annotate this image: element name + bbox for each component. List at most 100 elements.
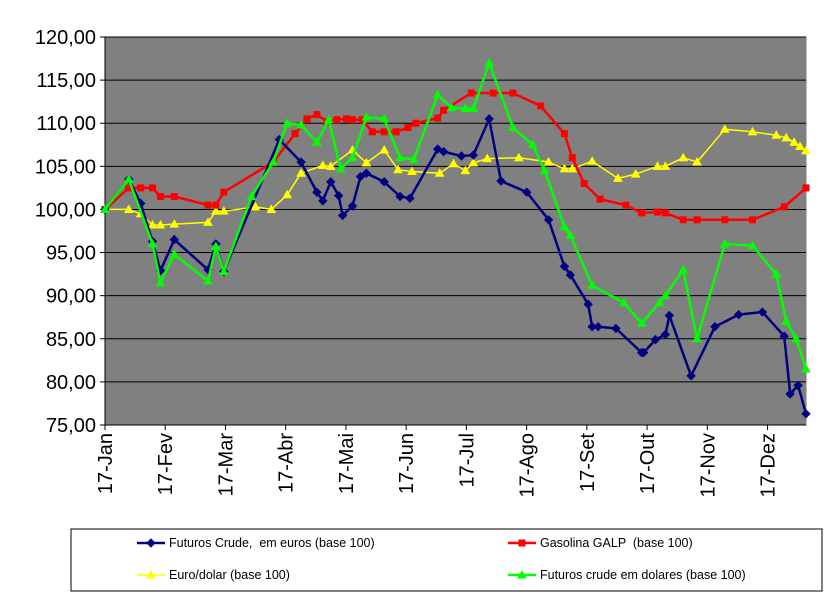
data-point [268,157,279,166]
data-point [780,203,788,211]
data-point [404,124,412,132]
data-point [368,128,376,136]
data-point [771,269,782,278]
y-tick-label: 95,00 [46,243,96,265]
data-point [747,240,758,250]
y-tick-label: 115,00 [36,70,96,92]
data-point [467,89,475,97]
data-point [169,249,180,258]
data-point [747,126,758,136]
data-point [679,216,687,224]
data-point [266,204,277,213]
data-point [335,163,346,173]
data-point [448,158,459,168]
data-point [147,219,158,229]
data-point [636,318,647,327]
data-point [489,89,497,97]
data-point [710,321,720,332]
data-point [468,150,479,160]
data-point [514,152,524,162]
data-point [318,196,328,206]
legend-label: Futuros crude em dolares (base 100) [540,568,746,582]
data-point [317,160,328,169]
data-point [438,146,449,157]
data-point [781,316,792,326]
data-point [496,176,506,186]
data-point [653,208,661,216]
data-point [333,116,341,124]
legend-item: Futuros Crude, em euros (base 100) [137,536,375,550]
data-point [347,152,358,162]
data-point [407,166,417,176]
data-point [543,157,554,166]
data-point [203,217,213,226]
legend-item: Euro/dolar (base 100) [137,568,290,582]
data-point [650,334,661,345]
data-point [757,307,768,317]
legend-swatch-marker [517,569,527,579]
data-point [692,157,702,166]
data-point [203,276,213,285]
x-tick-label: 17-Abr [276,433,298,493]
data-point [392,128,400,136]
data-point [781,132,792,142]
y-tick-label: 90,00 [46,286,96,308]
data-point [212,201,220,209]
x-tick-label: 17-Nov [697,433,719,497]
data-point [380,128,388,136]
x-tick-label: 17-Jan [95,433,117,494]
data-point [250,201,261,211]
data-point [721,216,729,224]
data-point [508,122,518,132]
series-layer [100,57,811,419]
data-point [587,156,597,165]
data-point [434,114,442,122]
data-point [771,130,782,139]
x-tick-label: 17-Set [577,433,599,492]
data-point [349,116,357,124]
data-point [361,112,372,121]
data-point [456,151,467,161]
data-point [409,154,419,163]
x-tick-label: 17-Out [637,433,659,495]
data-point [543,215,554,225]
data-point [565,270,576,280]
data-point [137,184,145,192]
data-point [652,161,663,170]
data-point [785,389,795,399]
data-point [147,238,158,248]
data-point [522,187,532,197]
x-tick-label: 17-Jul [456,433,478,487]
data-point [296,168,306,177]
data-point [313,111,321,119]
data-point [686,371,696,381]
data-point [296,157,306,167]
data-point [559,261,570,272]
data-point [611,323,621,334]
data-point [801,363,811,373]
data-point [468,157,479,167]
legend-box [70,528,823,592]
data-point [568,154,576,162]
data-point [791,333,801,343]
data-point [618,297,629,307]
y-tick-label: 85,00 [46,329,96,351]
data-point [393,164,403,174]
data-point [100,204,110,213]
data-point [793,380,803,391]
data-point [460,165,471,175]
data-point [630,169,641,178]
data-point [719,124,730,133]
series-1 [101,89,810,224]
data-point [580,180,588,188]
data-point [282,118,293,127]
data-point [446,102,457,112]
data-point [779,331,789,341]
data-point [361,157,372,167]
data-point [660,290,671,300]
data-point [432,89,443,99]
data-point [484,114,494,124]
y-tick-label: 105,00 [35,156,96,178]
y-tick-label: 120,00 [35,27,96,49]
plot-area [104,36,807,426]
